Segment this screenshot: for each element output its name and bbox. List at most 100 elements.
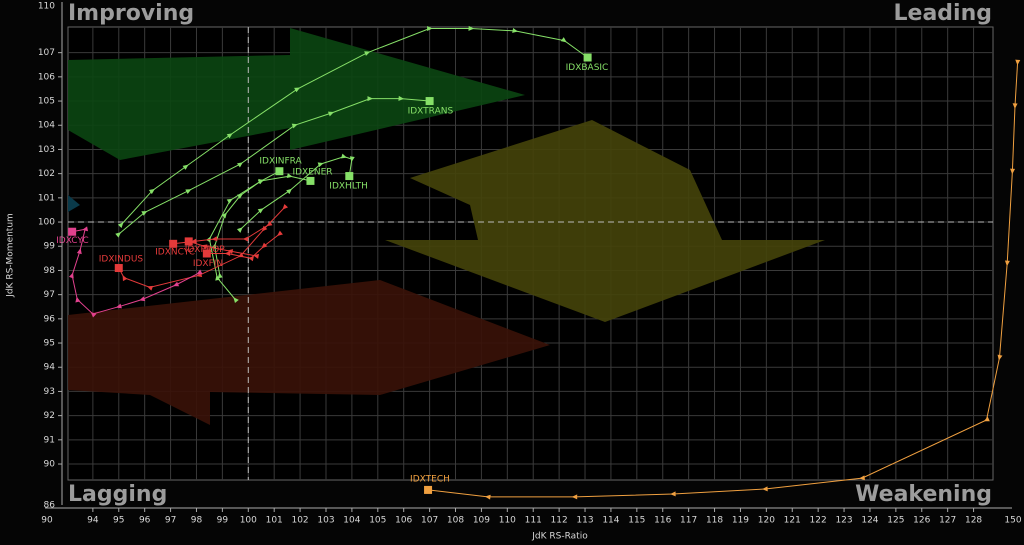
y-tick-label: 98 — [44, 266, 56, 276]
y-tick-label: 102 — [38, 169, 55, 179]
head-marker — [306, 176, 315, 185]
y-axis-end-label: 110 — [38, 2, 55, 12]
y-tick-label: 97 — [44, 290, 55, 300]
tail-marker — [221, 212, 227, 219]
y-tick-label: 99 — [44, 242, 56, 252]
x-tick-label: 110 — [499, 516, 516, 526]
x-tick-label: 94 — [87, 516, 99, 526]
tail-marker — [258, 178, 265, 184]
tail-marker — [282, 203, 289, 210]
tail-marker — [247, 256, 254, 262]
head-marker — [345, 172, 354, 181]
tail-marker — [983, 416, 990, 422]
y-tick-label: 104 — [38, 121, 55, 131]
x-tick-label: 96 — [139, 516, 151, 526]
tail-marker — [317, 162, 324, 168]
x-tick-label: 108 — [447, 516, 464, 526]
tail-marker — [560, 37, 567, 43]
tail-marker — [398, 95, 405, 101]
yellow-arrow — [385, 120, 825, 322]
head-marker — [114, 264, 123, 273]
x-tick-label: 123 — [835, 516, 852, 526]
tail-marker — [277, 230, 283, 236]
x-tick-label: 119 — [732, 516, 749, 526]
series-label: IDXENER — [292, 167, 332, 177]
x-tick-label: 122 — [810, 516, 827, 526]
x-tick-label: 98 — [191, 516, 203, 526]
tail-marker — [286, 173, 293, 178]
tail-marker — [115, 232, 122, 238]
x-tick-label: 97 — [165, 516, 176, 526]
x-tick-label: 99 — [217, 516, 229, 526]
x-tick-label: 117 — [680, 516, 697, 526]
y-axis-title: JdK RS-Momentum — [6, 213, 16, 298]
series-label: IDXNCYC — [155, 247, 195, 257]
tail-marker — [468, 25, 475, 31]
x-tick-label: 115 — [628, 516, 645, 526]
x-tick-label: 112 — [551, 516, 568, 526]
tail-marker — [291, 123, 298, 129]
tail-marker — [226, 198, 233, 204]
head-marker — [424, 485, 433, 494]
tail-marker — [68, 272, 74, 279]
tail-marker — [1010, 168, 1016, 175]
tail-marker — [182, 164, 189, 170]
tail-marker — [226, 133, 233, 139]
tail-marker — [670, 491, 676, 497]
tail-line — [428, 62, 1019, 498]
tail-marker — [141, 211, 148, 216]
x-tick-label: 113 — [576, 516, 593, 526]
blue-arrow — [68, 195, 80, 212]
tail-marker — [236, 227, 243, 233]
quadrant-label: Leading — [894, 1, 992, 26]
tail-line — [214, 170, 280, 276]
tail-marker — [327, 111, 335, 117]
tail-line — [71, 228, 200, 315]
y-tick-label: 106 — [38, 72, 55, 82]
tail-marker — [115, 303, 122, 309]
tail-marker — [148, 188, 155, 195]
series-label: IDXCYC — [56, 236, 89, 246]
tail-marker — [859, 475, 865, 481]
head-marker — [275, 167, 284, 176]
tail-marker — [173, 281, 180, 287]
x-tick-label: 114 — [602, 516, 619, 526]
y-tick-label: 101 — [38, 193, 55, 203]
tail-marker — [233, 297, 239, 304]
tail-marker — [147, 285, 154, 291]
x-tick-label: 95 — [113, 516, 124, 526]
series-label: IDXTRANS — [408, 107, 454, 117]
green-arrow — [68, 28, 525, 160]
quadrant-label: Weakening — [855, 482, 992, 507]
series-label: IDXHLTH — [329, 182, 368, 192]
quadrant-label: Improving — [68, 1, 194, 26]
tail-marker — [90, 311, 97, 318]
tail-marker — [512, 27, 519, 33]
tail-marker — [261, 225, 268, 232]
tail-marker — [427, 26, 433, 31]
y-tick-label: 103 — [38, 145, 55, 155]
tail-marker — [196, 269, 203, 275]
tail-marker — [211, 236, 218, 242]
x-tick-label: 124 — [861, 516, 878, 526]
tail-marker — [364, 51, 371, 56]
y-tick-label: 95 — [44, 339, 55, 349]
x-axis-end-label: 90 — [41, 516, 53, 526]
x-tick-label: 107 — [421, 516, 438, 526]
y-tick-label: 96 — [44, 314, 56, 324]
x-tick-label: 100 — [240, 516, 257, 526]
tail-marker — [117, 222, 124, 229]
rotation-arrows — [68, 28, 825, 425]
x-tick-label: 127 — [939, 516, 956, 526]
tail-marker — [571, 494, 578, 500]
tail-marker — [257, 208, 264, 214]
x-tick-label: 111 — [525, 516, 542, 526]
tail-marker — [997, 354, 1003, 361]
x-tick-label: 103 — [317, 516, 334, 526]
x-tick-label: 105 — [369, 516, 386, 526]
head-marker — [583, 53, 592, 62]
x-tick-label: 106 — [395, 516, 412, 526]
tail-marker — [1015, 59, 1021, 66]
tail-marker — [224, 251, 231, 256]
tail-marker — [215, 274, 221, 281]
